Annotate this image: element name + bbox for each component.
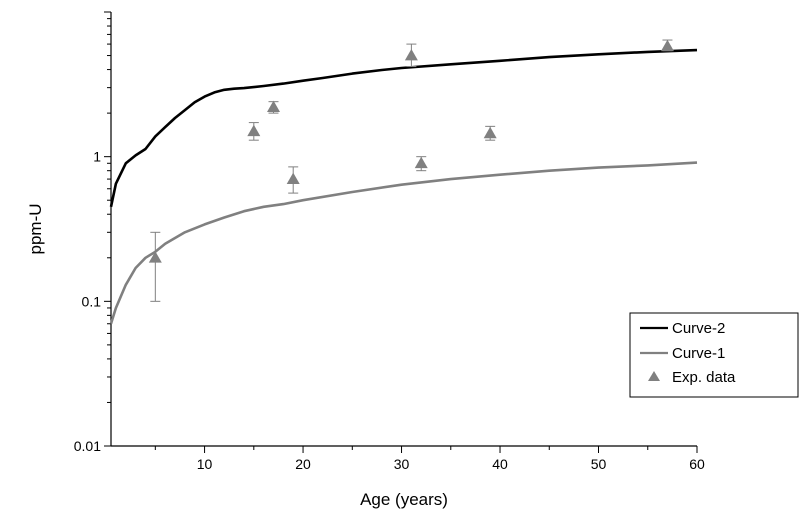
- triangle-marker: [267, 100, 281, 113]
- triangle-marker: [247, 124, 261, 137]
- data-point: [660, 39, 674, 52]
- data-point: [267, 100, 281, 114]
- triangle-marker: [286, 172, 300, 184]
- x-axis-title: Age (years): [360, 490, 448, 509]
- y-tick-label: 1: [93, 149, 101, 165]
- triangle-marker: [414, 156, 428, 169]
- series-line-curve-1: [109, 161, 698, 325]
- triangle-marker: [148, 251, 162, 263]
- x-tick-label: 60: [689, 456, 705, 472]
- data-point: [148, 231, 162, 302]
- x-tick-label: 10: [197, 456, 213, 472]
- series-line-curve-2: [109, 48, 698, 208]
- data-point: [414, 156, 428, 172]
- legend-label-curve-2: Curve-2: [672, 320, 725, 337]
- x-axis-ticks: 10 20 30 40 50 60: [154, 446, 705, 472]
- triangle-marker: [660, 39, 674, 52]
- legend-swatch-exp-data: [648, 371, 660, 381]
- legend: Curve-2 Curve-1 Exp. data: [629, 312, 799, 398]
- exp-data-points: [148, 39, 674, 302]
- y-tick-label: 0.1: [82, 293, 102, 309]
- x-tick-label: 20: [295, 456, 311, 472]
- legend-label-curve-1: Curve-1: [672, 345, 725, 362]
- x-tick-label: 40: [492, 456, 508, 472]
- y-tick-label: 0.01: [74, 438, 101, 454]
- data-point: [404, 43, 418, 68]
- y-axis-title: ppm-U: [26, 203, 45, 254]
- x-tick-label: 50: [591, 456, 607, 472]
- x-tick-label: 30: [394, 456, 410, 472]
- triangle-marker: [483, 126, 497, 139]
- triangle-marker: [404, 49, 418, 61]
- series-lines: [109, 48, 698, 325]
- data-point: [483, 125, 497, 141]
- y-axis-ticks: 0.01 0.1 1: [74, 11, 111, 454]
- data-point: [286, 166, 300, 194]
- data-point: [247, 122, 261, 141]
- legend-label-exp-data: Exp. data: [672, 369, 736, 386]
- plot-area: 0.01 0.1 1 10 20 30 40 50 60: [74, 11, 705, 472]
